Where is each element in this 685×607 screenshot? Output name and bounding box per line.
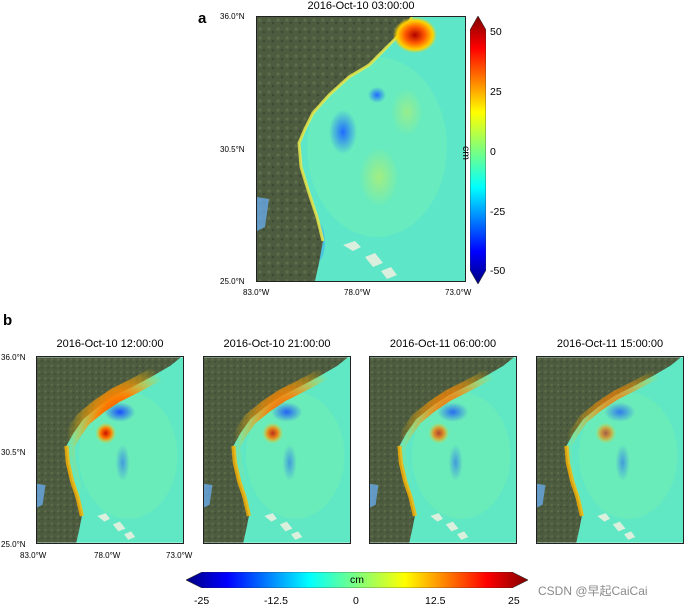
panel-a-lon-tick-1: 83.0°W [243, 288, 270, 297]
panel-b-title-3: 2016-Oct-11 06:00:00 [389, 338, 497, 350]
map-panel-b-3-graphic [370, 357, 516, 543]
panel-b-title-2: 2016-Oct-10 21:00:00 [223, 338, 331, 350]
map-panel-b-1-graphic [37, 357, 183, 543]
panel-b-title-1: 2016-Oct-10 12:00:00 [56, 338, 164, 350]
negative-surge-eddy [271, 402, 303, 422]
panel-b-cb-tick-4: 12.5 [425, 595, 446, 607]
panel-b-lon-tick-2: 78.0°W [94, 551, 121, 560]
map-panel-b-2-graphic [204, 357, 350, 543]
panel-a-cb-tick-3: 0 [490, 146, 496, 158]
watermark-text: CSDN @早起CaiCai [538, 584, 648, 598]
panel-a-cb-tick-4: -25 [490, 206, 506, 218]
negative-surge-eddy [437, 402, 469, 422]
panel-a-title: 2016-Oct-10 03:00:00 [307, 0, 415, 12]
panel-b-cb-label: cm [350, 574, 364, 586]
panel-a-lat-tick-2: 30.5°N [220, 145, 245, 154]
positive-surge-eddy [262, 422, 284, 444]
negative-surge-eddy [604, 402, 636, 422]
map-panel-b-2 [203, 356, 351, 544]
panel-b-cb-tick-5: 25 [508, 595, 520, 607]
panel-b-cb-tick-1: -25 [194, 595, 210, 607]
bahamas-islands [97, 513, 136, 540]
panel-b-lat-tick-3: 25.0°N [1, 540, 26, 549]
bahamas-islands [597, 513, 636, 540]
panel-b-lon-tick-1: 83.0°W [20, 551, 47, 560]
panel-b-lon-tick-3: 73.0°W [166, 551, 193, 560]
panel-b-lat-tick-1: 36.0°N [1, 353, 26, 362]
positive-surge-eddy [595, 422, 617, 444]
panel-a-letter: a [198, 10, 207, 27]
bahamas-islands [264, 513, 303, 540]
map-panel-a [256, 16, 466, 282]
panel-b-letter: b [3, 312, 13, 329]
map-panel-b-1 [36, 356, 184, 544]
map-panel-b-4-graphic [537, 357, 683, 543]
panel-a-colorbar [469, 15, 487, 285]
panel-a-cb-tick-2: 25 [490, 86, 502, 98]
negative-surge-eddy [104, 402, 136, 422]
panel-a-cb-tick-5: -50 [490, 265, 506, 277]
panel-b-cb-tick-2: -12.5 [264, 595, 288, 607]
map-panel-b-3 [369, 356, 517, 544]
bahamas-islands [430, 513, 469, 540]
positive-surge-eddy [95, 422, 117, 444]
panel-b-lat-tick-2: 30.5°N [1, 448, 26, 457]
map-panel-a-graphic [257, 17, 465, 281]
panel-a-cb-tick-1: 50 [490, 26, 502, 38]
positive-surge-eddy [428, 422, 450, 444]
panel-a-cb-label: cm [460, 146, 472, 160]
panel-b-cb-tick-3: 0 [353, 595, 359, 607]
panel-a-lat-tick-3: 25.0°N [220, 277, 245, 286]
panel-a-lon-tick-3: 73.0°W [445, 288, 472, 297]
panel-a-lon-tick-2: 78.0°W [344, 288, 371, 297]
map-panel-b-4 [536, 356, 684, 544]
panel-b-title-4: 2016-Oct-11 15:00:00 [556, 338, 664, 350]
panel-a-lat-tick-1: 36.0°N [220, 12, 245, 21]
